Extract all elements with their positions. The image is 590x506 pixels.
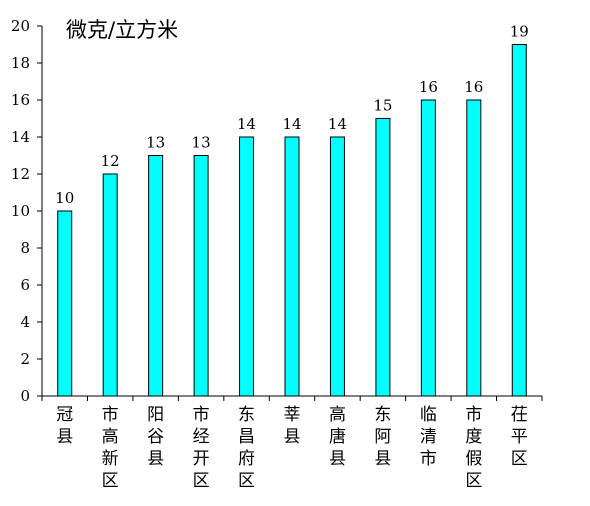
y-tick-label: 20 (11, 17, 30, 35)
y-tick-label: 4 (20, 313, 30, 331)
data-label: 10 (55, 189, 74, 207)
unit-label: 微克/立方米 (66, 18, 178, 42)
bar (102, 173, 118, 397)
bar (375, 118, 391, 397)
y-tick-label: 8 (20, 239, 30, 257)
x-category-label: 高唐县 (329, 405, 346, 469)
x-category-label: 冠县 (56, 405, 73, 447)
data-label: 15 (373, 97, 392, 115)
data-label: 12 (101, 152, 120, 170)
x-category-label: 茌平区 (511, 405, 528, 469)
x-category-label: 临清市 (420, 405, 437, 469)
data-label: 14 (328, 115, 347, 133)
bar (239, 136, 255, 397)
y-tick-label: 18 (11, 54, 30, 72)
x-category-label: 阳谷县 (147, 405, 164, 469)
x-category-label: 莘县 (284, 405, 301, 447)
x-category-label: 市经开区 (193, 405, 210, 491)
y-tick-label: 0 (20, 387, 30, 405)
y-tick-label: 6 (20, 276, 30, 294)
data-label: 14 (237, 115, 256, 133)
bar (57, 210, 73, 397)
y-tick-label: 10 (11, 202, 30, 220)
x-category-label: 市度假区 (465, 405, 482, 491)
bar (329, 136, 345, 397)
y-tick-label: 12 (11, 165, 30, 183)
data-label: 14 (282, 115, 301, 133)
data-label: 13 (146, 134, 165, 152)
data-label: 16 (419, 78, 438, 96)
data-label: 13 (192, 134, 211, 152)
x-category-label: 市高新区 (102, 405, 119, 491)
bar (420, 99, 436, 397)
y-tick-label: 14 (11, 128, 30, 146)
bar (466, 99, 482, 397)
bar (284, 136, 300, 397)
bar (511, 44, 527, 397)
data-label: 16 (464, 78, 483, 96)
x-category-label: 东阿县 (374, 405, 391, 469)
x-category-label: 东昌府区 (238, 405, 255, 491)
bar (148, 155, 164, 397)
y-tick-label: 16 (11, 91, 30, 109)
data-label: 19 (510, 23, 529, 41)
y-tick-label: 2 (20, 350, 30, 368)
bar (193, 155, 209, 397)
